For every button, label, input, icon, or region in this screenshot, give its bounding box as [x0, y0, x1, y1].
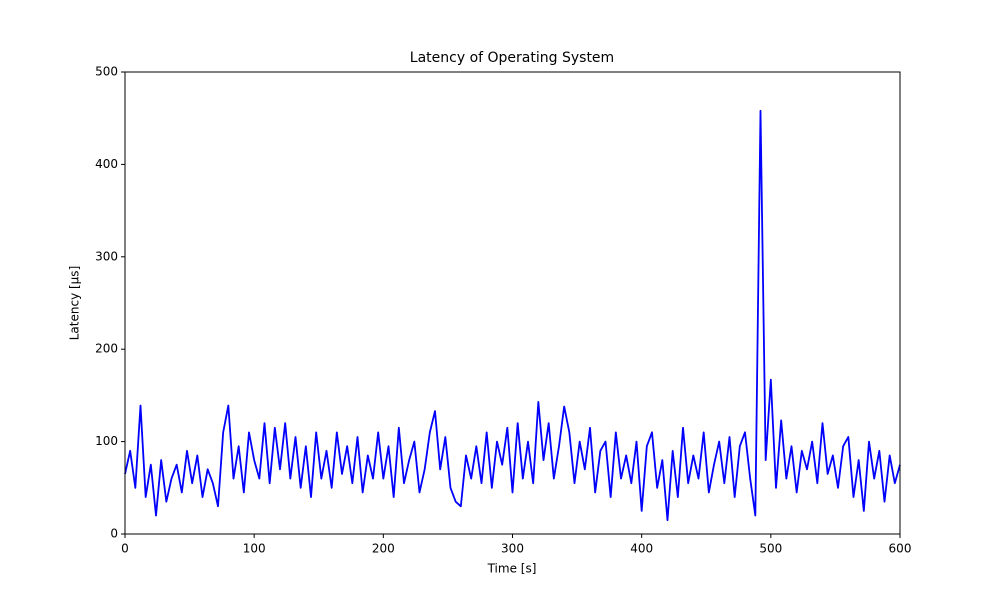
x-axis-label: Time [s] [487, 562, 537, 576]
x-tick-label: 300 [501, 542, 524, 556]
plot-frame [124, 71, 901, 535]
y-tick-label: 400 [95, 157, 118, 171]
chart-title: Latency of Operating System [410, 50, 614, 66]
x-tick-label: 400 [630, 542, 653, 556]
x-tick-label: 200 [372, 542, 395, 556]
y-tick-label: 500 [95, 65, 118, 79]
x-tick-label: 0 [121, 542, 129, 556]
y-tick-label: 100 [95, 434, 118, 448]
x-tick-label: 600 [889, 542, 912, 556]
x-tick-label: 500 [759, 542, 782, 556]
x-tick-label: 100 [243, 542, 266, 556]
y-tick-label: 200 [95, 342, 118, 356]
y-axis-label: Latency [µs] [68, 266, 82, 341]
data-line [124, 109, 901, 522]
y-tick-label: 0 [110, 527, 118, 541]
y-tick-label: 300 [95, 249, 118, 263]
